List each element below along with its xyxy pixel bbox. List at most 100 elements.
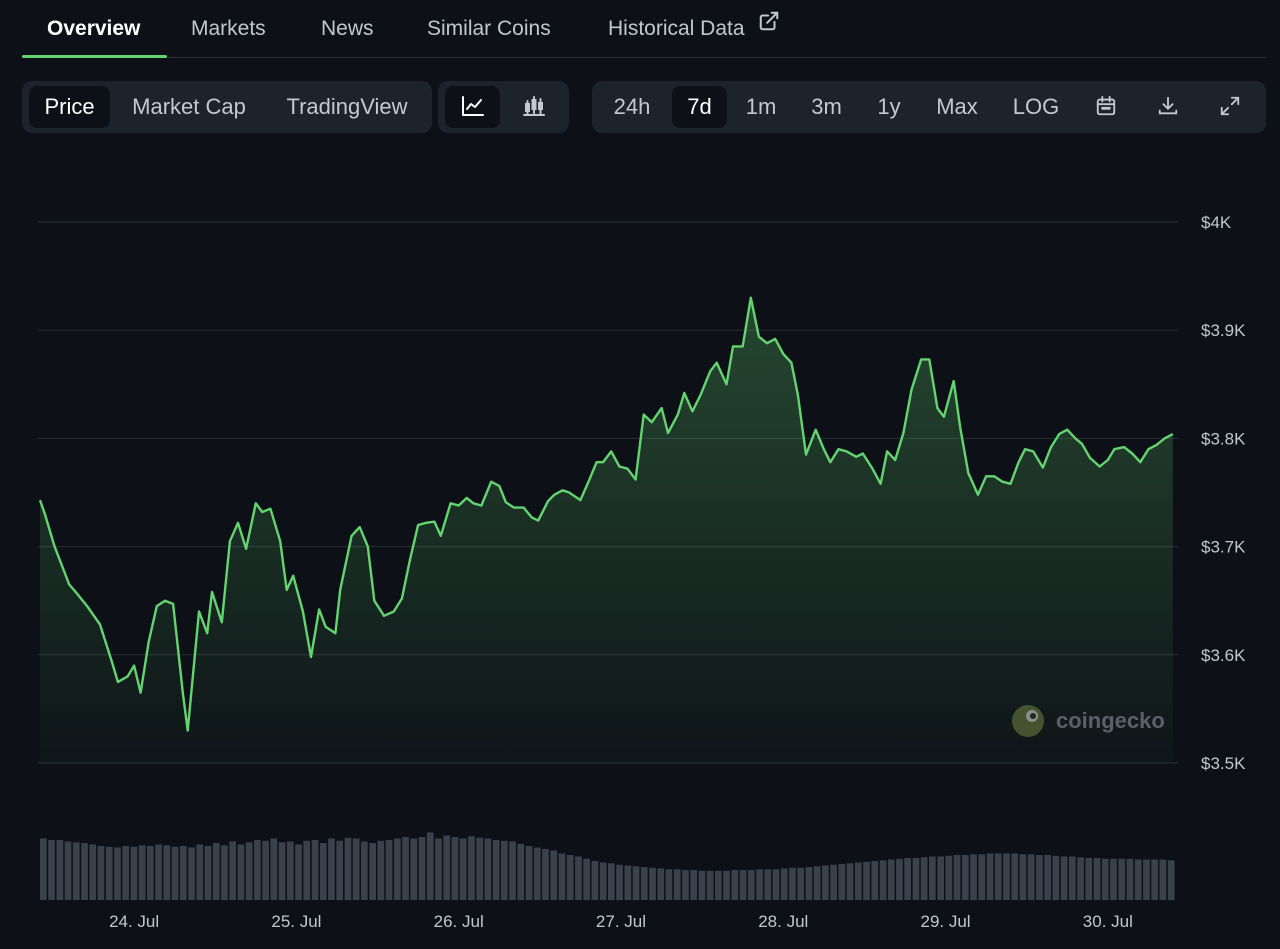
volume-bar (64, 841, 72, 900)
volume-bar (278, 842, 286, 901)
volume-bar (764, 869, 772, 900)
tab-historical-data-label: Historical Data (608, 17, 745, 40)
volume-bar (155, 844, 162, 900)
volume-bar (912, 858, 920, 900)
volume-bar (649, 867, 656, 901)
candlestick-button[interactable] (506, 86, 562, 128)
tab-overview[interactable]: Overview (47, 17, 141, 40)
volume-bar (616, 864, 623, 901)
volume-bar (1060, 856, 1068, 900)
y-tick-label: $3.6K (1201, 646, 1246, 665)
volume-bar (295, 844, 302, 900)
volume-bar (1151, 859, 1158, 900)
volume-bar (311, 840, 319, 900)
volume-bar (443, 835, 451, 900)
range-1y-button[interactable]: 1y (877, 94, 901, 119)
volume-bar (1052, 855, 1060, 901)
x-tick-label: 28. Jul (758, 912, 808, 931)
log-scale-button[interactable]: LOG (1012, 94, 1060, 119)
calendar-icon (1096, 96, 1116, 116)
volume-bar (970, 854, 977, 901)
volume-bar (945, 855, 953, 901)
price-button[interactable]: Price (29, 86, 110, 128)
volume-bar (863, 861, 870, 901)
volume-bar (188, 847, 195, 900)
volume-bar (1134, 859, 1142, 900)
volume-bar (138, 845, 146, 901)
volume-bar (789, 867, 796, 901)
volume-bar (887, 859, 895, 900)
volume-bar (830, 864, 837, 901)
volume-bar (97, 846, 105, 900)
volume-bar (179, 846, 187, 900)
volume-bar (361, 841, 368, 900)
volume-bar (204, 846, 212, 900)
volume-bar (1027, 854, 1035, 901)
volume-bar (369, 843, 376, 900)
active-tab-indicator (22, 55, 167, 58)
volume-bar (715, 870, 722, 901)
volume-bar (1143, 859, 1150, 900)
volume-bar (575, 856, 582, 900)
x-tick-label: 25. Jul (271, 912, 321, 931)
volume-bar (624, 865, 632, 900)
volume-bar (953, 855, 961, 900)
range-1m-button[interactable]: 1m (745, 94, 777, 119)
line-chart-button[interactable] (445, 86, 500, 128)
volume-bar (509, 841, 516, 900)
volume-bar (813, 866, 821, 901)
download-button[interactable] (1144, 86, 1192, 128)
range-3m-button[interactable]: 3m (811, 94, 842, 119)
date-range-button[interactable] (1082, 86, 1130, 128)
x-tick-label: 26. Jul (434, 912, 484, 931)
range-7d-button[interactable]: 7d (672, 86, 727, 128)
watermark-text: coingecko (1056, 708, 1165, 733)
volume-bar (72, 842, 80, 901)
volume-bar (352, 838, 360, 900)
volume-bar (657, 868, 665, 900)
volume-bar (558, 853, 566, 900)
volume-bar (426, 832, 434, 900)
volume-bar (229, 841, 236, 900)
volume-bar (665, 869, 673, 900)
volume-bar (122, 846, 129, 900)
volume-bar (484, 838, 492, 900)
volume-bar (599, 862, 607, 900)
y-tick-label: $3.9K (1201, 321, 1246, 340)
price-line (38, 296, 1174, 732)
volume-bar (48, 840, 55, 900)
market-cap-button[interactable]: Market Cap (132, 94, 246, 119)
volume-bar (212, 843, 220, 900)
volume-bar (937, 856, 944, 900)
line-chart-icon (461, 96, 484, 117)
volume-bar (89, 844, 97, 900)
range-24h-button[interactable]: 24h (613, 94, 651, 119)
tab-news[interactable]: News (321, 17, 374, 40)
volume-bar (838, 864, 846, 900)
tradingview-button[interactable]: TradingView (286, 94, 408, 119)
volume-bar (525, 846, 533, 900)
volume-bar (797, 867, 804, 901)
volume-bar (608, 863, 615, 901)
volume-bar (566, 855, 574, 900)
chart-type-group (438, 81, 569, 133)
tab-markets[interactable]: Markets (191, 17, 266, 40)
x-tick-label: 29. Jul (921, 912, 971, 931)
download-icon (1158, 97, 1178, 115)
tab-similar-coins[interactable]: Similar Coins (427, 17, 551, 40)
volume-bar (336, 840, 343, 901)
fullscreen-button[interactable] (1206, 86, 1254, 128)
volume-bar (690, 870, 697, 900)
range-max-button[interactable]: Max (936, 94, 978, 119)
volume-bar (410, 838, 418, 900)
volume-bar (673, 869, 681, 900)
volume-bar (1085, 858, 1093, 900)
volume-bar (632, 866, 640, 901)
volume-bar (904, 858, 911, 900)
volume-bar (739, 870, 747, 900)
volume-bar (492, 840, 500, 900)
volume-bar (402, 837, 409, 900)
volume-bar (1003, 853, 1010, 900)
tab-historical-data[interactable]: Historical Data (608, 0, 780, 58)
